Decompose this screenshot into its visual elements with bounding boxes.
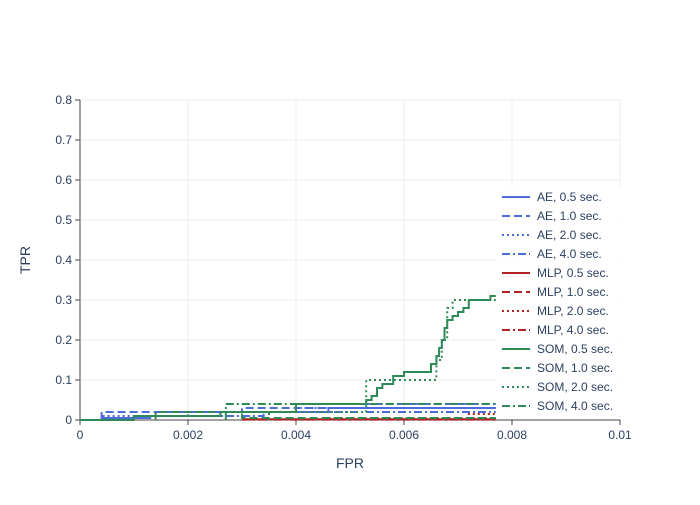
legend-label: MLP, 4.0 sec. [537,323,609,337]
x-axis-label: FPR [336,455,364,471]
legend-item[interactable]: MLP, 1.0 sec. [502,285,609,299]
series-lines [80,295,496,421]
legend-label: AE, 0.5 sec. [537,190,602,204]
legend-label: SOM, 4.0 sec. [537,399,613,413]
series-line-som-2-0-sec [268,299,496,420]
x-tick-label: 0.006 [389,428,419,442]
y-tick-label: 0.3 [55,293,72,307]
series-line-som-0-5-sec [80,295,496,421]
x-tick-label: 0.004 [281,428,311,442]
series-line-som-1-0-sec [154,411,496,420]
legend-item[interactable]: AE, 2.0 sec. [502,228,602,242]
legend-label: MLP, 2.0 sec. [537,304,609,318]
legend-label: AE, 1.0 sec. [537,209,602,223]
legend-item[interactable]: SOM, 2.0 sec. [502,380,613,394]
y-tick-label: 0.5 [55,213,72,227]
x-tick-label: 0.008 [497,428,527,442]
y-tick-label: 0.6 [55,173,72,187]
legend-label: MLP, 1.0 sec. [537,285,609,299]
legend-item[interactable]: SOM, 4.0 sec. [502,399,613,413]
legend-background [497,186,697,416]
legend-item[interactable]: AE, 4.0 sec. [502,247,602,261]
y-tick-label: 0.2 [55,333,72,347]
legend-label: AE, 2.0 sec. [537,228,602,242]
legend-item[interactable]: AE, 0.5 sec. [502,190,602,204]
legend[interactable]: AE, 0.5 sec. AE, 1.0 sec. AE, 2.0 sec. AE, … [497,186,697,416]
legend-item[interactable]: SOM, 0.5 sec. [502,342,613,356]
x-tick-label: 0.01 [608,428,632,442]
y-tick-label: 0.8 [55,93,72,107]
legend-label: AE, 4.0 sec. [537,247,602,261]
y-tick-label: 0.4 [55,253,72,267]
series-line-som-4-0-sec [224,403,496,420]
legend-label: SOM, 1.0 sec. [537,361,613,375]
y-axis-label: TPR [17,246,33,274]
axes: 0 0.002 0.004 0.006 0.008 0.01 0 0.1 0.2 0.3 0.4 0.… [55,93,632,442]
legend-item[interactable]: SOM, 1.0 sec. [502,361,613,375]
y-tick-label: 0 [65,413,72,427]
legend-item[interactable]: MLP, 4.0 sec. [502,323,609,337]
legend-item[interactable]: MLP, 0.5 sec. [502,266,609,280]
legend-item[interactable]: AE, 1.0 sec. [502,209,602,223]
legend-label: MLP, 0.5 sec. [537,266,609,280]
legend-item[interactable]: MLP, 2.0 sec. [502,304,609,318]
y-tick-label: 0.7 [55,133,72,147]
y-tick-label: 0.1 [55,373,72,387]
x-tick-label: 0 [77,428,84,442]
x-tick-label: 0.002 [173,428,203,442]
legend-label: SOM, 2.0 sec. [537,380,613,394]
legend-label: SOM, 0.5 sec. [537,342,613,356]
